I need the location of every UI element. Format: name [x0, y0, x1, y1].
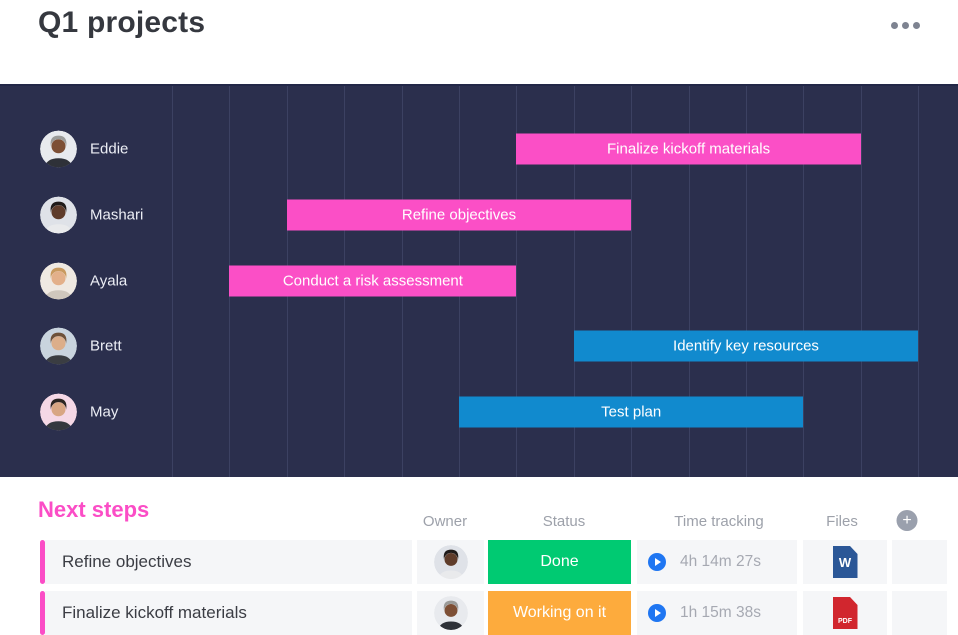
status-label: Working on it: [512, 604, 607, 621]
time-tracking-cell[interactable]: 1h 15m 38s: [637, 591, 797, 635]
gantt-bar-label: Test plan: [601, 403, 662, 421]
dot: [891, 22, 898, 29]
play-icon[interactable]: [648, 604, 666, 622]
gantt-bar-label: Finalize kickoff materials: [607, 140, 771, 158]
person-avatar: [40, 130, 77, 168]
empty-cell[interactable]: [892, 591, 947, 635]
empty-cell[interactable]: [892, 540, 947, 584]
owner-cell[interactable]: [417, 591, 484, 635]
gantt-gridline: [631, 86, 633, 477]
gantt-row: Mashari Refine objectives: [0, 182, 958, 248]
gantt-gridline: [516, 86, 518, 477]
person-avatar: [40, 327, 77, 365]
gantt-gridline: [918, 86, 920, 477]
owner-avatar: [433, 545, 468, 579]
play-icon[interactable]: [648, 553, 666, 571]
page-title: Q1 projects: [38, 6, 206, 39]
gantt-bar-label: Refine objectives: [401, 206, 517, 224]
add-column-button[interactable]: +: [896, 510, 918, 531]
section-title: Next steps: [38, 497, 150, 522]
gantt-gridline: [746, 86, 747, 477]
gantt-gridline: [688, 86, 690, 477]
status-cell[interactable]: Working on it: [488, 591, 631, 635]
person-name: Mashari: [90, 206, 144, 224]
person-name: May: [90, 403, 119, 421]
gantt-row: Ayala Conduct a risk assessment: [0, 248, 958, 314]
gantt-row: Brett Identify key resources: [0, 313, 958, 379]
gantt-bar[interactable]: Identify key resources: [573, 330, 919, 362]
person-name: Brett: [90, 337, 122, 355]
dot: [902, 22, 909, 29]
gantt-gridline: [573, 86, 575, 477]
person-name: Ayala: [90, 272, 128, 289]
person-avatar: [40, 262, 77, 299]
gantt-chart: Eddie Finalize kickoff materials Mashari…: [0, 84, 958, 477]
task-name-cell[interactable]: Refine objectives: [45, 540, 412, 584]
owner-cell[interactable]: [417, 540, 484, 584]
task-name: Refine objectives: [62, 552, 192, 571]
person-avatar: [40, 196, 77, 234]
gantt-gridline: [860, 86, 862, 477]
gantt-bar[interactable]: Conduct a risk assessment: [229, 265, 517, 296]
next-steps-section: Next steps Owner Status Time tracking Fi…: [0, 477, 958, 635]
word-doc-icon[interactable]: W: [832, 546, 858, 578]
gantt-bar[interactable]: Finalize kickoff materials: [516, 133, 861, 165]
column-header-owner: Owner: [422, 513, 468, 530]
person-avatar: [40, 393, 77, 431]
gantt-row: Eddie Finalize kickoff materials: [0, 116, 958, 182]
time-tracking-value: 4h 14m 27s: [680, 553, 761, 570]
task-name: Finalize kickoff materials: [62, 603, 247, 622]
column-header-status: Status: [542, 513, 586, 530]
more-options-icon[interactable]: [887, 18, 924, 33]
row-accent: [40, 540, 45, 584]
task-name-cell[interactable]: Finalize kickoff materials: [45, 591, 412, 635]
status-cell[interactable]: Done: [488, 540, 631, 584]
gantt-gridline: [172, 86, 173, 477]
pdf-doc-icon[interactable]: PDF: [832, 597, 858, 629]
table-row: Refine objectives Done 4h 14m 27s W: [0, 540, 958, 584]
gantt-gridline: [803, 86, 805, 477]
time-tracking-cell[interactable]: 4h 14m 27s: [637, 540, 797, 584]
gantt-bar-label: Conduct a risk assessment: [282, 272, 463, 289]
column-header-files: Files: [826, 513, 858, 530]
status-label: Done: [540, 553, 579, 570]
gantt-bar-label: Identify key resources: [673, 337, 819, 355]
gantt-bar[interactable]: Test plan: [459, 396, 804, 428]
dot: [913, 22, 920, 29]
table-row: Finalize kickoff materials Working on it…: [0, 591, 958, 635]
board-header: Q1 projects: [0, 0, 958, 84]
time-tracking-value: 1h 15m 38s: [680, 604, 761, 621]
files-cell[interactable]: PDF: [803, 591, 887, 635]
owner-avatar: [433, 596, 468, 630]
row-accent: [40, 591, 45, 635]
column-header-time-tracking: Time tracking: [674, 513, 764, 530]
files-cell[interactable]: W: [803, 540, 887, 584]
gantt-bar[interactable]: Refine objectives: [286, 199, 632, 231]
gantt-row: May Test plan: [0, 379, 958, 445]
person-name: Eddie: [90, 140, 129, 158]
